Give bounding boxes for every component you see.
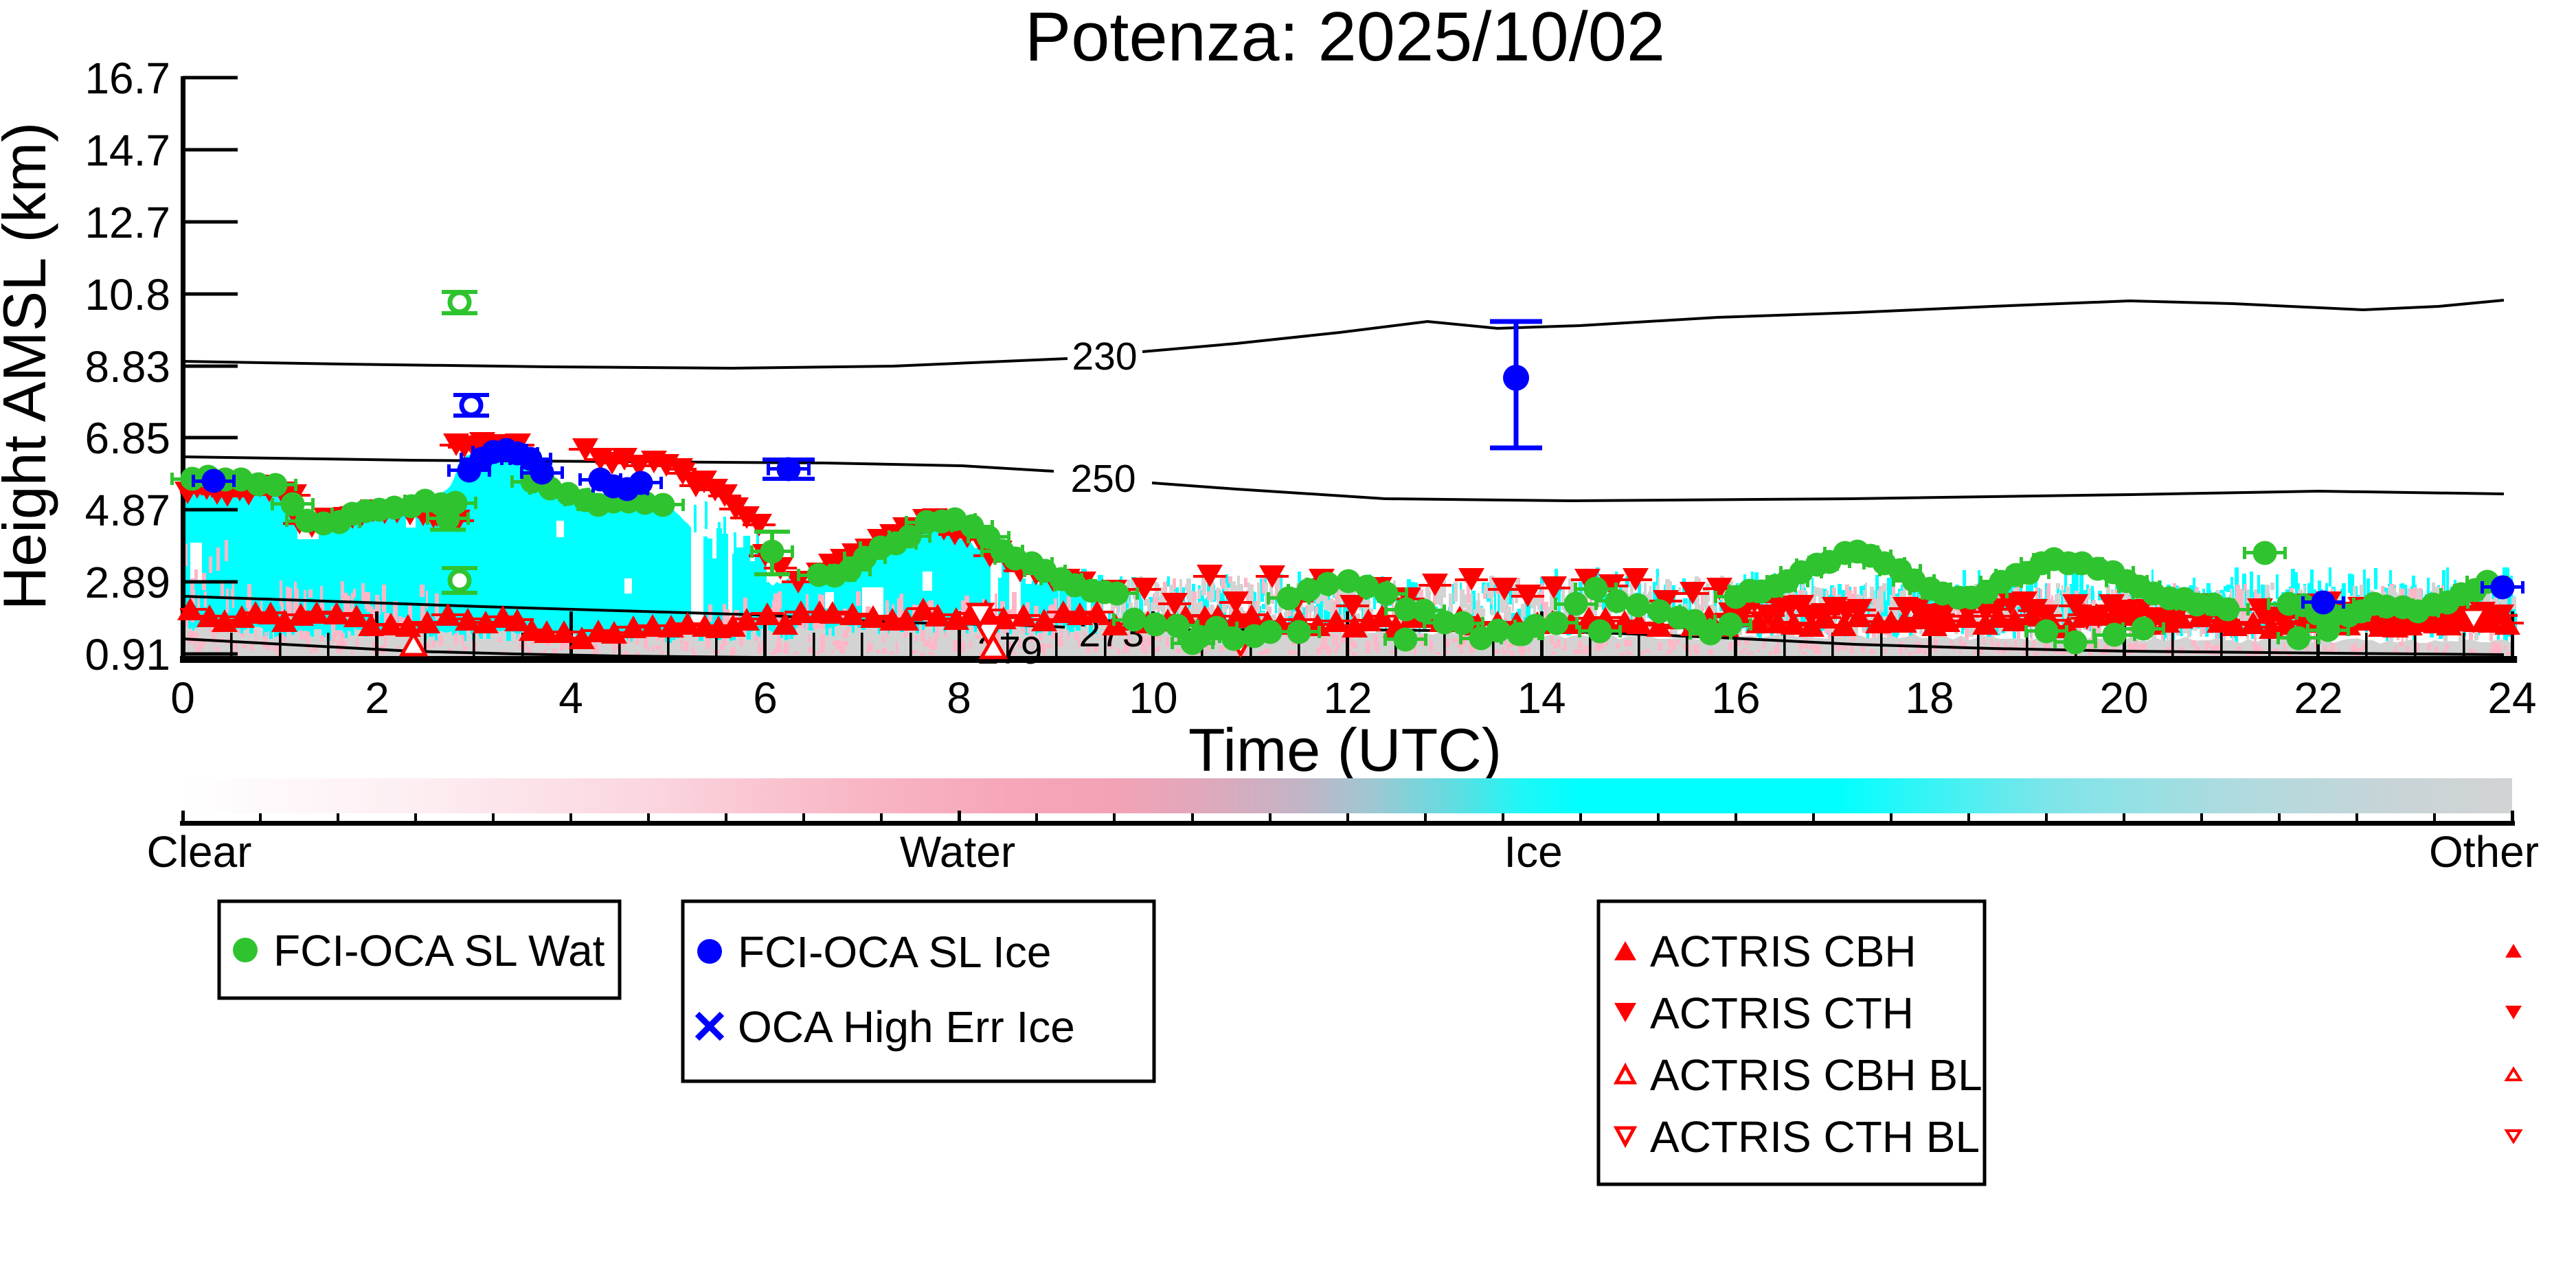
svg-text:6: 6 [753, 673, 778, 723]
svg-text:16.7: 16.7 [84, 54, 170, 103]
svg-text:10: 10 [1129, 673, 1177, 723]
svg-text:Water: Water [900, 827, 1015, 877]
svg-text:4: 4 [558, 673, 583, 723]
svg-text:8: 8 [947, 673, 971, 723]
svg-text:18: 18 [1905, 673, 1954, 723]
svg-text:0.91: 0.91 [84, 630, 170, 679]
svg-text:250: 250 [1070, 457, 1136, 501]
svg-text:FCI-OCA SL Ice: FCI-OCA SL Ice [738, 927, 1051, 977]
svg-text:FCI-OCA SL Wat: FCI-OCA SL Wat [273, 926, 605, 975]
svg-text:230: 230 [1072, 335, 1137, 379]
svg-text:Potenza: 2025/10/02: Potenza: 2025/10/02 [1025, 0, 1665, 76]
svg-text:Height AMSL (km): Height AMSL (km) [0, 122, 58, 611]
svg-text:ACTRIS CTH BL: ACTRIS CTH BL [1650, 1112, 1980, 1162]
svg-text:10.8: 10.8 [84, 270, 170, 319]
svg-text:20: 20 [2099, 673, 2148, 723]
svg-text:24: 24 [2487, 673, 2536, 723]
svg-text:Time (UTC): Time (UTC) [1188, 716, 1502, 784]
svg-text:12: 12 [1323, 673, 1372, 723]
svg-text:14.7: 14.7 [84, 126, 170, 175]
svg-text:2.89: 2.89 [84, 558, 170, 607]
svg-text:OCA High Err Ice: OCA High Err Ice [738, 1002, 1075, 1052]
svg-text:ACTRIS CBH BL: ACTRIS CBH BL [1650, 1050, 1982, 1100]
svg-text:2: 2 [365, 673, 389, 723]
svg-text:Ice: Ice [1504, 827, 1562, 877]
svg-text:Clear: Clear [147, 827, 252, 877]
svg-text:12.7: 12.7 [84, 198, 170, 247]
svg-text:ACTRIS CTH: ACTRIS CTH [1650, 988, 1914, 1038]
svg-text:4.87: 4.87 [84, 486, 170, 535]
svg-text:6.85: 6.85 [84, 414, 170, 463]
svg-text:0: 0 [170, 673, 195, 723]
svg-text:14: 14 [1517, 673, 1566, 723]
svg-text:8.83: 8.83 [84, 342, 170, 392]
svg-text:22: 22 [2294, 673, 2342, 723]
svg-text:Other: Other [2429, 827, 2539, 877]
svg-text:16: 16 [1711, 673, 1760, 723]
svg-text:ACTRIS CBH: ACTRIS CBH [1650, 927, 1917, 976]
